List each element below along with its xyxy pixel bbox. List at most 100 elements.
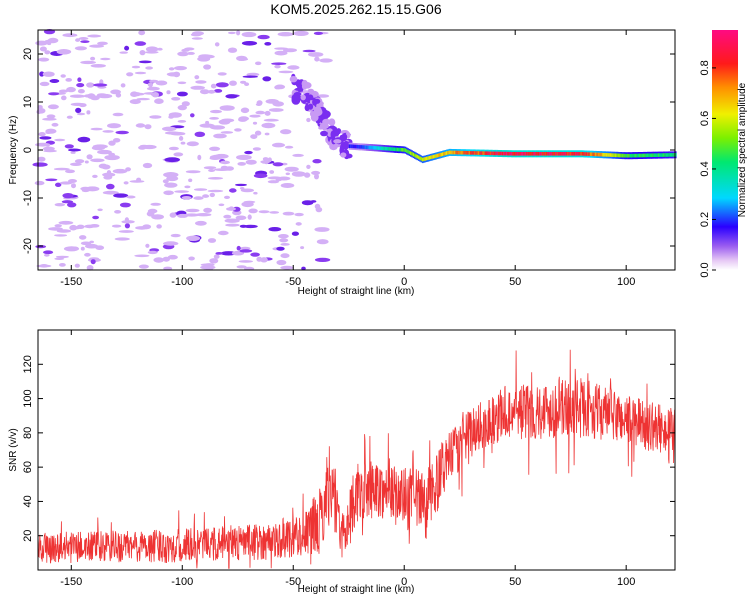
spectrogram-cell-407 xyxy=(195,213,212,217)
spectrogram-cell-363 xyxy=(38,57,50,62)
spectrogram-ridge-core-212 xyxy=(631,153,633,158)
spectrogram-cell-621 xyxy=(307,94,314,100)
spectrogram-cell-486 xyxy=(164,157,180,163)
spectrogram-cell-313 xyxy=(141,144,157,150)
spectrogram-cell-378 xyxy=(229,80,237,86)
spectrogram-ridge-core-127 xyxy=(517,152,520,156)
spectrogram-cell-482 xyxy=(177,213,189,218)
spectrogram-cell-442 xyxy=(238,260,253,263)
spectrogram-ridge-core-13 xyxy=(366,145,368,150)
spectrogram-cell-93 xyxy=(39,81,50,87)
spectrogram-ridge-core-171 xyxy=(576,152,579,156)
spectrogram-ridge-core-220 xyxy=(641,153,644,158)
spectrogram-x-tick-label-2: -50 xyxy=(285,276,301,288)
spectrogram-ridge-core-167 xyxy=(571,152,573,156)
spectrogram-cell-237 xyxy=(69,224,78,231)
spectrogram-cell-354 xyxy=(163,241,179,246)
spectrogram-cell-86 xyxy=(303,172,311,178)
spectrogram-ridge-core-170 xyxy=(575,152,577,156)
spectrogram-cell-102 xyxy=(188,178,193,183)
spectrogram-cell-43 xyxy=(79,235,87,240)
spectrogram-cell-122 xyxy=(97,41,108,46)
spectrogram-cell-108 xyxy=(255,61,262,66)
spectrogram-cell-19 xyxy=(293,30,309,36)
spectrogram-ridge-core-37 xyxy=(398,147,400,152)
spectrogram-cell-610 xyxy=(293,95,303,101)
spectrogram-cell-347 xyxy=(170,233,181,238)
spectrogram-y-tick-label-3: 10 xyxy=(22,96,34,108)
spectrogram-cell-161 xyxy=(188,256,195,261)
spectrogram-ridge-core-94 xyxy=(473,151,476,155)
spectrogram-cell-150 xyxy=(157,47,163,51)
spectrogram-ridge-core-124 xyxy=(513,152,516,156)
snr-panel: -150 -100 -50 0 50 100 20 40 60 80 100 120 Height … xyxy=(8,329,676,595)
spectrogram-ridge-core-180 xyxy=(588,152,590,156)
spectrogram-ridge-core-30 xyxy=(388,147,391,151)
spectrogram-cell-194 xyxy=(135,123,146,128)
spectrogram-cell-350 xyxy=(144,124,152,130)
spectrogram-cell-277 xyxy=(97,208,103,212)
spectrogram-cell-473 xyxy=(208,169,216,172)
spectrogram-cell-5 xyxy=(115,130,129,135)
spectrogram-ridge-core-228 xyxy=(652,153,654,157)
spectrogram-ridge-core-5 xyxy=(355,144,357,149)
spectrogram-ridge-core-27 xyxy=(384,146,387,151)
spectrogram-ridge-core-38 xyxy=(399,147,401,152)
spectrogram-ridge-core-96 xyxy=(476,151,479,155)
spectrogram-cell-234 xyxy=(194,188,208,191)
spectrogram-cell-180 xyxy=(47,104,59,110)
spectrogram-ridge-core-68 xyxy=(439,153,441,157)
spectrogram-cell-280 xyxy=(267,180,280,184)
spectrogram-ridge-core-218 xyxy=(639,153,641,158)
spectrogram-ridge-core-114 xyxy=(500,151,503,156)
spectrogram-cell-242 xyxy=(203,207,213,213)
snr-y-ticks: 20 40 60 80 100 120 xyxy=(22,355,675,542)
spectrogram-cell-389 xyxy=(61,95,67,101)
spectrogram-cell-100 xyxy=(69,94,86,98)
spectrogram-ridge-core-142 xyxy=(537,152,540,156)
spectrogram-x-ticks: -150 -100 -50 0 50 100 xyxy=(60,30,635,288)
spectrogram-cell-411 xyxy=(260,160,271,164)
spectrogram-cell-232 xyxy=(145,46,159,52)
spectrogram-cell-175 xyxy=(120,83,126,88)
spectrogram-ridge-core-103 xyxy=(485,151,488,155)
spectrogram-cell-429 xyxy=(314,56,320,62)
spectrogram-ridge-core-100 xyxy=(481,151,484,155)
spectrogram-cell-404 xyxy=(220,165,229,170)
spectrogram-cell-275 xyxy=(236,30,241,36)
spectrogram-ridge-core-182 xyxy=(591,152,593,156)
spectrogram-ridge-core-146 xyxy=(543,152,545,156)
spectrogram-ridge-core-86 xyxy=(463,150,465,155)
spectrogram-ridge-core-57 xyxy=(424,157,427,161)
spectrogram-cell-320 xyxy=(210,83,217,89)
spectrogram-cell-335 xyxy=(84,160,89,164)
spectrogram-ridge-core-122 xyxy=(511,152,513,156)
spectrogram-cell-403 xyxy=(133,92,145,96)
spectrogram-cell-348 xyxy=(239,249,253,253)
spectrogram-cell-139 xyxy=(80,40,90,43)
spectrogram-cell-394 xyxy=(260,257,268,263)
spectrogram-cell-380 xyxy=(123,181,129,185)
spectrogram-cell-94 xyxy=(227,47,238,53)
snr-x-tick-label-5: 100 xyxy=(617,576,635,588)
spectrogram-ridge-core-0 xyxy=(348,144,351,148)
spectrogram-cell-274 xyxy=(54,257,65,260)
spectrogram-ridge-core-43 xyxy=(406,149,408,153)
spectrogram-ridge-core-183 xyxy=(592,152,594,157)
spectrogram-ridge-core-115 xyxy=(501,151,504,156)
spectrogram-cell-301 xyxy=(239,224,247,228)
spectrogram-y-tick-label-1: -10 xyxy=(22,190,34,206)
spectrogram-ridge-core-210 xyxy=(628,153,630,158)
spectrogram-ridge-core-75 xyxy=(448,150,451,155)
spectrogram-cell-359 xyxy=(147,82,153,87)
spectrogram-ridge-core-173 xyxy=(579,152,581,156)
spectrogram-cell-22 xyxy=(134,41,147,46)
spectrogram-cell-241 xyxy=(180,141,186,145)
spectrogram-cell-624 xyxy=(313,108,323,117)
spectrogram-ridge-core-62 xyxy=(431,155,433,159)
spectrogram-ridge-core-239 xyxy=(667,153,669,157)
spectrogram-cell-250 xyxy=(104,154,120,161)
spectrogram-ridge-core-132 xyxy=(524,152,527,156)
spectrogram-cell-452 xyxy=(268,227,282,232)
spectrogram-ridge-core-145 xyxy=(541,152,544,156)
